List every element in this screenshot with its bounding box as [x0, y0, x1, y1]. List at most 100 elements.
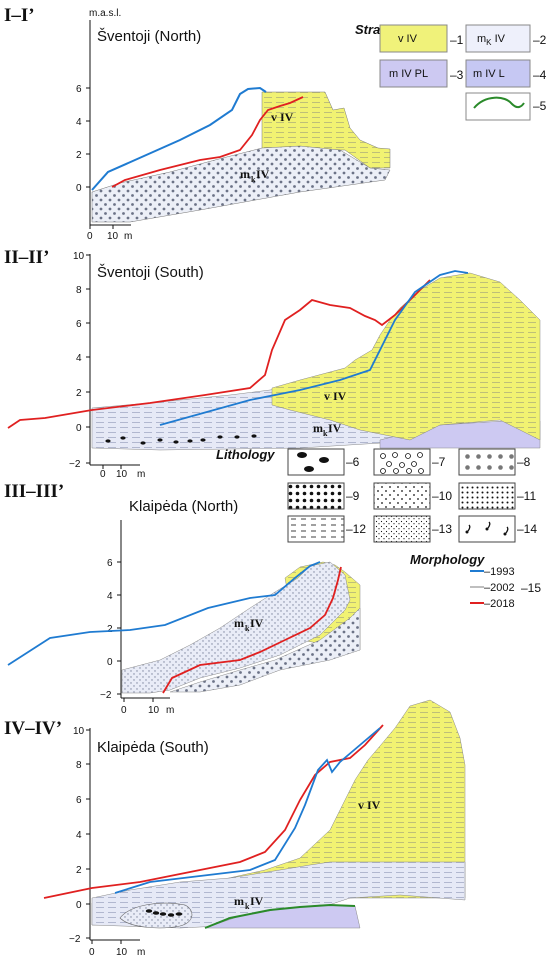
- legend-num-2: –2: [533, 33, 547, 47]
- litho-num: –10: [432, 489, 452, 503]
- y-tick-label: 4: [107, 591, 113, 602]
- morph-num: –15: [521, 581, 541, 595]
- y-tick-label: 2: [76, 865, 82, 876]
- profile-2-location: Šventoji (South): [97, 264, 204, 281]
- y-tick-label: 4: [76, 117, 82, 128]
- unit-label: IV: [328, 421, 342, 435]
- y-tick-label: 6: [107, 558, 113, 569]
- x-tick-label: 10: [148, 705, 160, 716]
- profile-1-title: I–I’: [4, 5, 35, 26]
- legend-label-3: m IV PL: [389, 68, 428, 80]
- legend-swatch-4: [465, 59, 531, 88]
- unit-label: m: [234, 894, 244, 908]
- profile-3-y-ticks: −2 0 2 4 6: [100, 558, 121, 701]
- y-tick-label: −2: [69, 459, 81, 470]
- litho-num: –8: [517, 455, 531, 469]
- profile-1-x-ticks: 0 10 m: [87, 225, 132, 242]
- legend-morphology: Morphology –1993 –2002 –2018 –15: [410, 552, 541, 610]
- legend-num-1: –1: [450, 33, 464, 47]
- y-tick-label: 2: [76, 388, 82, 399]
- legend-swatch-2: [465, 24, 531, 53]
- litho-num: –14: [517, 522, 537, 536]
- y-tick-label: −2: [100, 690, 112, 701]
- x-tick-label: 0: [100, 469, 106, 480]
- profile-4-location: Klaipėda (South): [97, 739, 209, 756]
- litho-swatch-12: [287, 515, 345, 543]
- y-tick-label: 0: [76, 900, 82, 911]
- profile-2-x-ticks: 0 10 m: [100, 465, 145, 480]
- litho-num: –12: [346, 522, 366, 536]
- litho-swatch-13: [373, 515, 431, 543]
- litho-num: –6: [346, 455, 360, 469]
- y-tick-label: 0: [107, 657, 113, 668]
- y-tick-label: 8: [76, 285, 82, 296]
- legend-lithology: Lithology –6 –7 –8 –9 –10 –11 –12 –13 –1…: [216, 447, 537, 543]
- litho-swatch-10: [373, 482, 431, 510]
- unit-label: k: [323, 429, 328, 438]
- morph-label: –2002: [484, 582, 515, 594]
- y-tick-label: −2: [69, 934, 81, 945]
- litho-swatch-9: [287, 482, 345, 510]
- profile-4-x-ticks: 0 10 m: [89, 940, 145, 958]
- unit-label: v IV: [358, 798, 381, 812]
- y-tick-label: 10: [73, 251, 85, 262]
- aeolian-sand-unit: [271, 272, 541, 441]
- x-tick-label: 0: [89, 947, 95, 958]
- unit-label: m: [313, 421, 323, 435]
- x-tick-label: 0: [121, 705, 127, 716]
- legend-stratigraphy: Stratigraphy v IV –1 mK IV –2 m IV PL –3…: [355, 22, 547, 121]
- unit-label: k: [251, 175, 256, 184]
- profile-4-line-2018: [43, 724, 384, 899]
- y-tick-label: 2: [107, 624, 113, 635]
- profile-1-line-2018: [111, 96, 304, 188]
- litho-num: –9: [346, 489, 360, 503]
- profile-4: IV–IV’ Klaipėda (South) −2 0 2 4 6 8 10 …: [4, 699, 466, 958]
- profile-2-line-1993: [159, 270, 469, 426]
- morphology-title: Morphology: [410, 552, 485, 567]
- legend-boundary-line: [473, 96, 525, 109]
- unit-label: k: [245, 624, 250, 633]
- litho-swatch-6: [287, 448, 345, 476]
- profile-1-line-1993: [91, 86, 267, 191]
- unit-label: m: [234, 616, 244, 630]
- profile-4-title: IV–IV’: [4, 718, 62, 739]
- unit-label: m: [240, 167, 250, 181]
- marine-sand-unit: [91, 145, 391, 223]
- y-tick-label: 10: [73, 726, 85, 737]
- legend-swatch-3: [379, 59, 448, 88]
- x-tick-label: m: [166, 705, 174, 716]
- profile-2-y-ticks: −2 0 2 4 6 8 10: [69, 251, 90, 470]
- unit-label: IV: [250, 616, 264, 630]
- y-tick-label: 0: [76, 423, 82, 434]
- profile-3: III–III’ Klaipėda (North) −2 0 2 4 6 0 1…: [4, 481, 361, 716]
- litho-num: –13: [432, 522, 452, 536]
- profile-2-title: II–II’: [4, 247, 49, 268]
- x-tick-label: 10: [116, 947, 128, 958]
- unit-label: IV: [250, 894, 264, 908]
- y-tick-label: 6: [76, 319, 82, 330]
- legend-label-2: mK IV: [477, 33, 506, 47]
- morph-label: –1993: [484, 566, 515, 578]
- unit-label: k: [245, 902, 250, 911]
- legend-label-1: v IV: [398, 33, 418, 45]
- marine-sand-unit: [121, 561, 351, 694]
- profile-4-boundary-line: [204, 903, 356, 929]
- legend-swatch-1: [379, 24, 448, 53]
- y-tick-label: 6: [76, 84, 82, 95]
- unit-label: v IV: [324, 389, 347, 403]
- x-tick-label: 0: [87, 231, 93, 242]
- profile-4-gravel: [145, 909, 183, 917]
- y-tick-label: 6: [76, 795, 82, 806]
- profile-3-title: III–III’: [4, 481, 64, 502]
- x-tick-label: 10: [107, 231, 119, 242]
- x-tick-label: m: [137, 469, 145, 480]
- legend-num-3: –3: [450, 68, 464, 82]
- x-tick-label: m: [137, 947, 145, 958]
- profile-1-y-ticks: 0 2 4 6: [76, 84, 90, 194]
- profile-1: I–I’ m.a.s.l. Šventoji (North) 0 2 4 6 0…: [4, 5, 391, 242]
- yaxis-unit-label: m.a.s.l.: [89, 8, 121, 19]
- y-tick-label: 0: [76, 183, 82, 194]
- y-tick-label: 4: [76, 353, 82, 364]
- profile-4-y-ticks: −2 0 2 4 6 8 10: [69, 726, 90, 945]
- legend-label-4: m IV L: [473, 68, 505, 80]
